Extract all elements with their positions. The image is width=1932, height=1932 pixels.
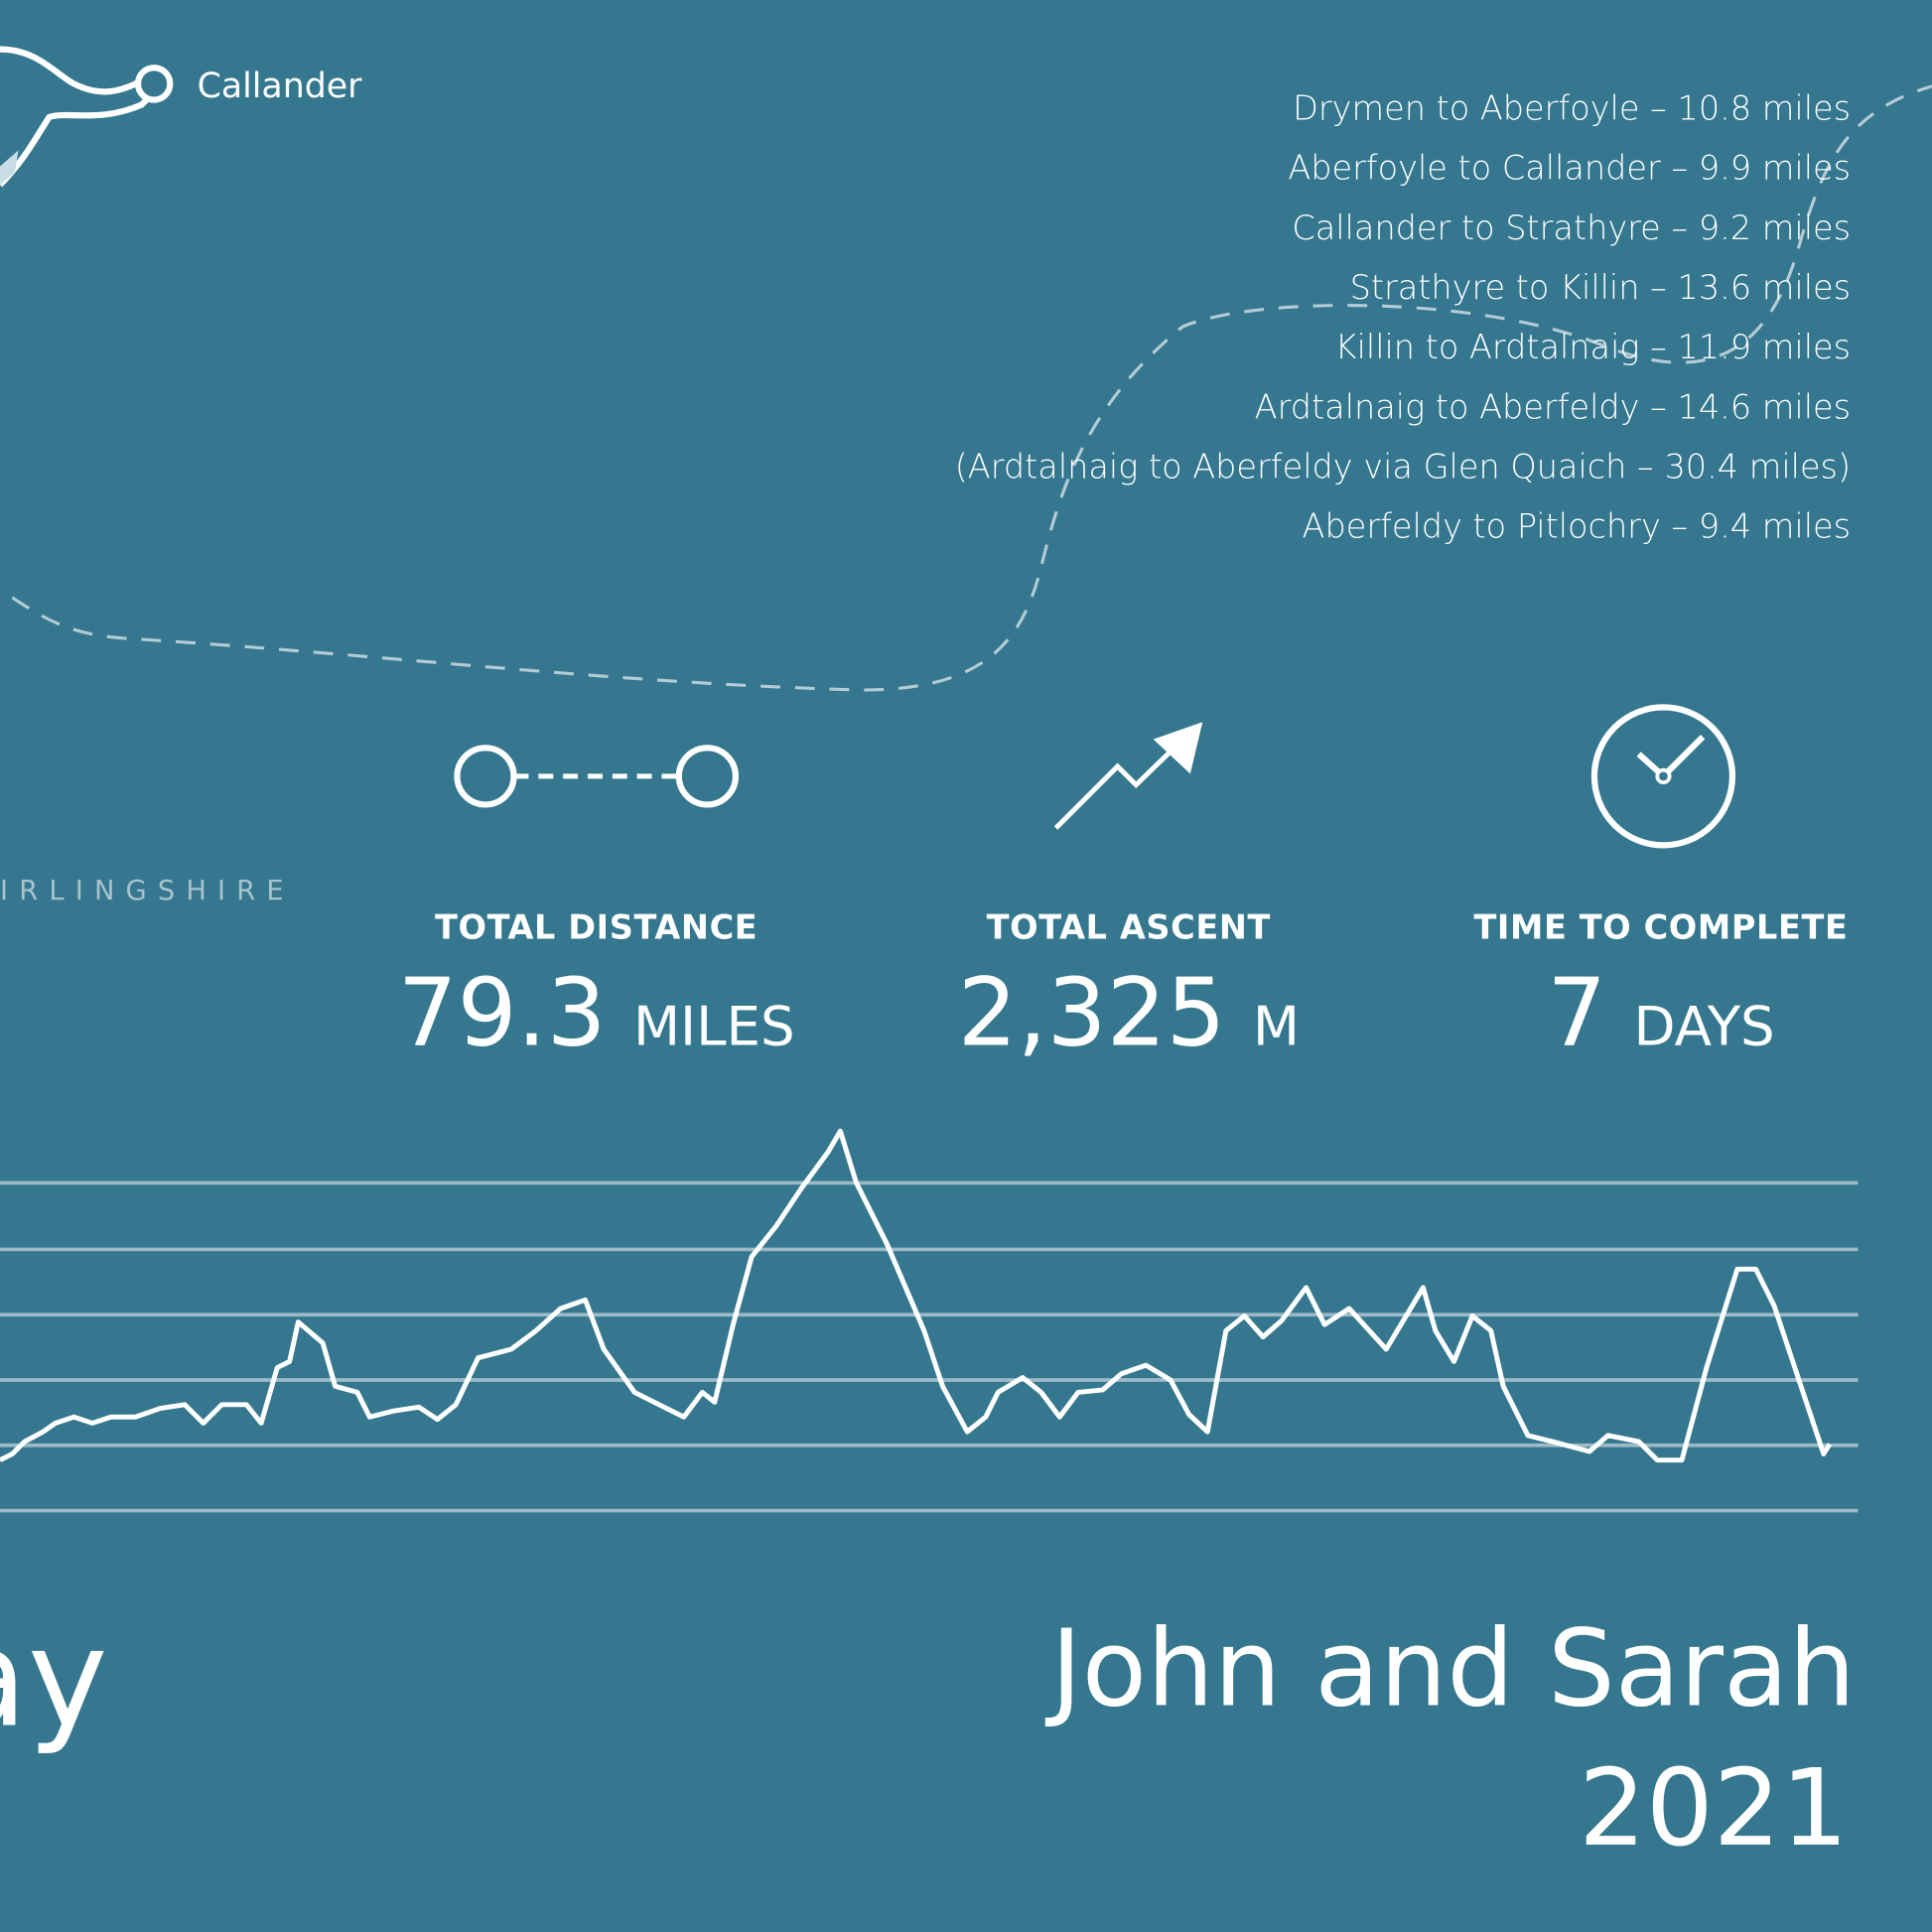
stage: Ardtalnaig to Aberfeldy – 14.6 miles — [1255, 387, 1851, 426]
time-icon — [1590, 704, 1736, 849]
stats: TOTAL DISTANCE 79.3 MILES TOTAL ASCENT 2,325… — [398, 908, 1848, 1068]
stage: (Ardtalnaig to Aberfeldy via Glen Quaich… — [955, 448, 1851, 486]
stage: Callander to Strathyre – 9.2 miles — [1292, 208, 1851, 247]
distance-icon — [454, 745, 517, 808]
region-border — [11, 84, 1932, 692]
names: John and Sarah — [1044, 1608, 1856, 1731]
time-icon — [1655, 767, 1672, 784]
time-icon — [1636, 734, 1706, 781]
stage: Killin to Ardtalnaig – 11.9 miles — [1335, 328, 1851, 366]
place-label: Callander — [198, 67, 363, 106]
route — [0, 89, 157, 188]
ascent-icon — [1053, 744, 1178, 830]
elevation-profile — [0, 1128, 1833, 1463]
stat-number: 2,325 — [958, 958, 1226, 1067]
stage: Aberfeldy to Pitlochry – 9.4 miles — [1303, 507, 1852, 546]
loch — [0, 150, 19, 186]
stat-label: TOTAL ASCENT — [987, 908, 1271, 947]
stat-value: 7 DAYS — [1547, 958, 1775, 1067]
stat-label: TOTAL DISTANCE — [435, 908, 758, 947]
place-marker — [134, 65, 174, 103]
stage: Strathyre to Killin – 13.6 miles — [1350, 268, 1851, 307]
stage-list: Drymen to Aberfoyle – 10.8 miles Aberfoyl… — [955, 88, 1851, 545]
profile-grid — [0, 1180, 1859, 1513]
route — [0, 46, 155, 95]
stage: Drymen to Aberfoyle – 10.8 miles — [1293, 88, 1851, 127]
distance-icon — [675, 745, 740, 808]
title-fragment: ay — [0, 1599, 108, 1757]
stat-number: 7 — [1547, 958, 1606, 1067]
stat-number: 79.3 — [398, 958, 607, 1067]
stat-label: TIME TO COMPLETE — [1473, 908, 1848, 947]
region-label: IRLINGSHIRE — [0, 876, 295, 906]
stat-value: 79.3 MILES — [398, 958, 795, 1067]
stat-unit: DAYS — [1634, 994, 1775, 1057]
year: 2021 — [1579, 1747, 1849, 1870]
stat-unit: MILES — [633, 994, 795, 1057]
stage: Aberfoyle to Callander – 9.9 miles — [1288, 149, 1851, 188]
stat-unit: M — [1253, 994, 1300, 1057]
ascent-icon — [1153, 722, 1203, 774]
stat-value: 2,325 M — [958, 958, 1300, 1067]
